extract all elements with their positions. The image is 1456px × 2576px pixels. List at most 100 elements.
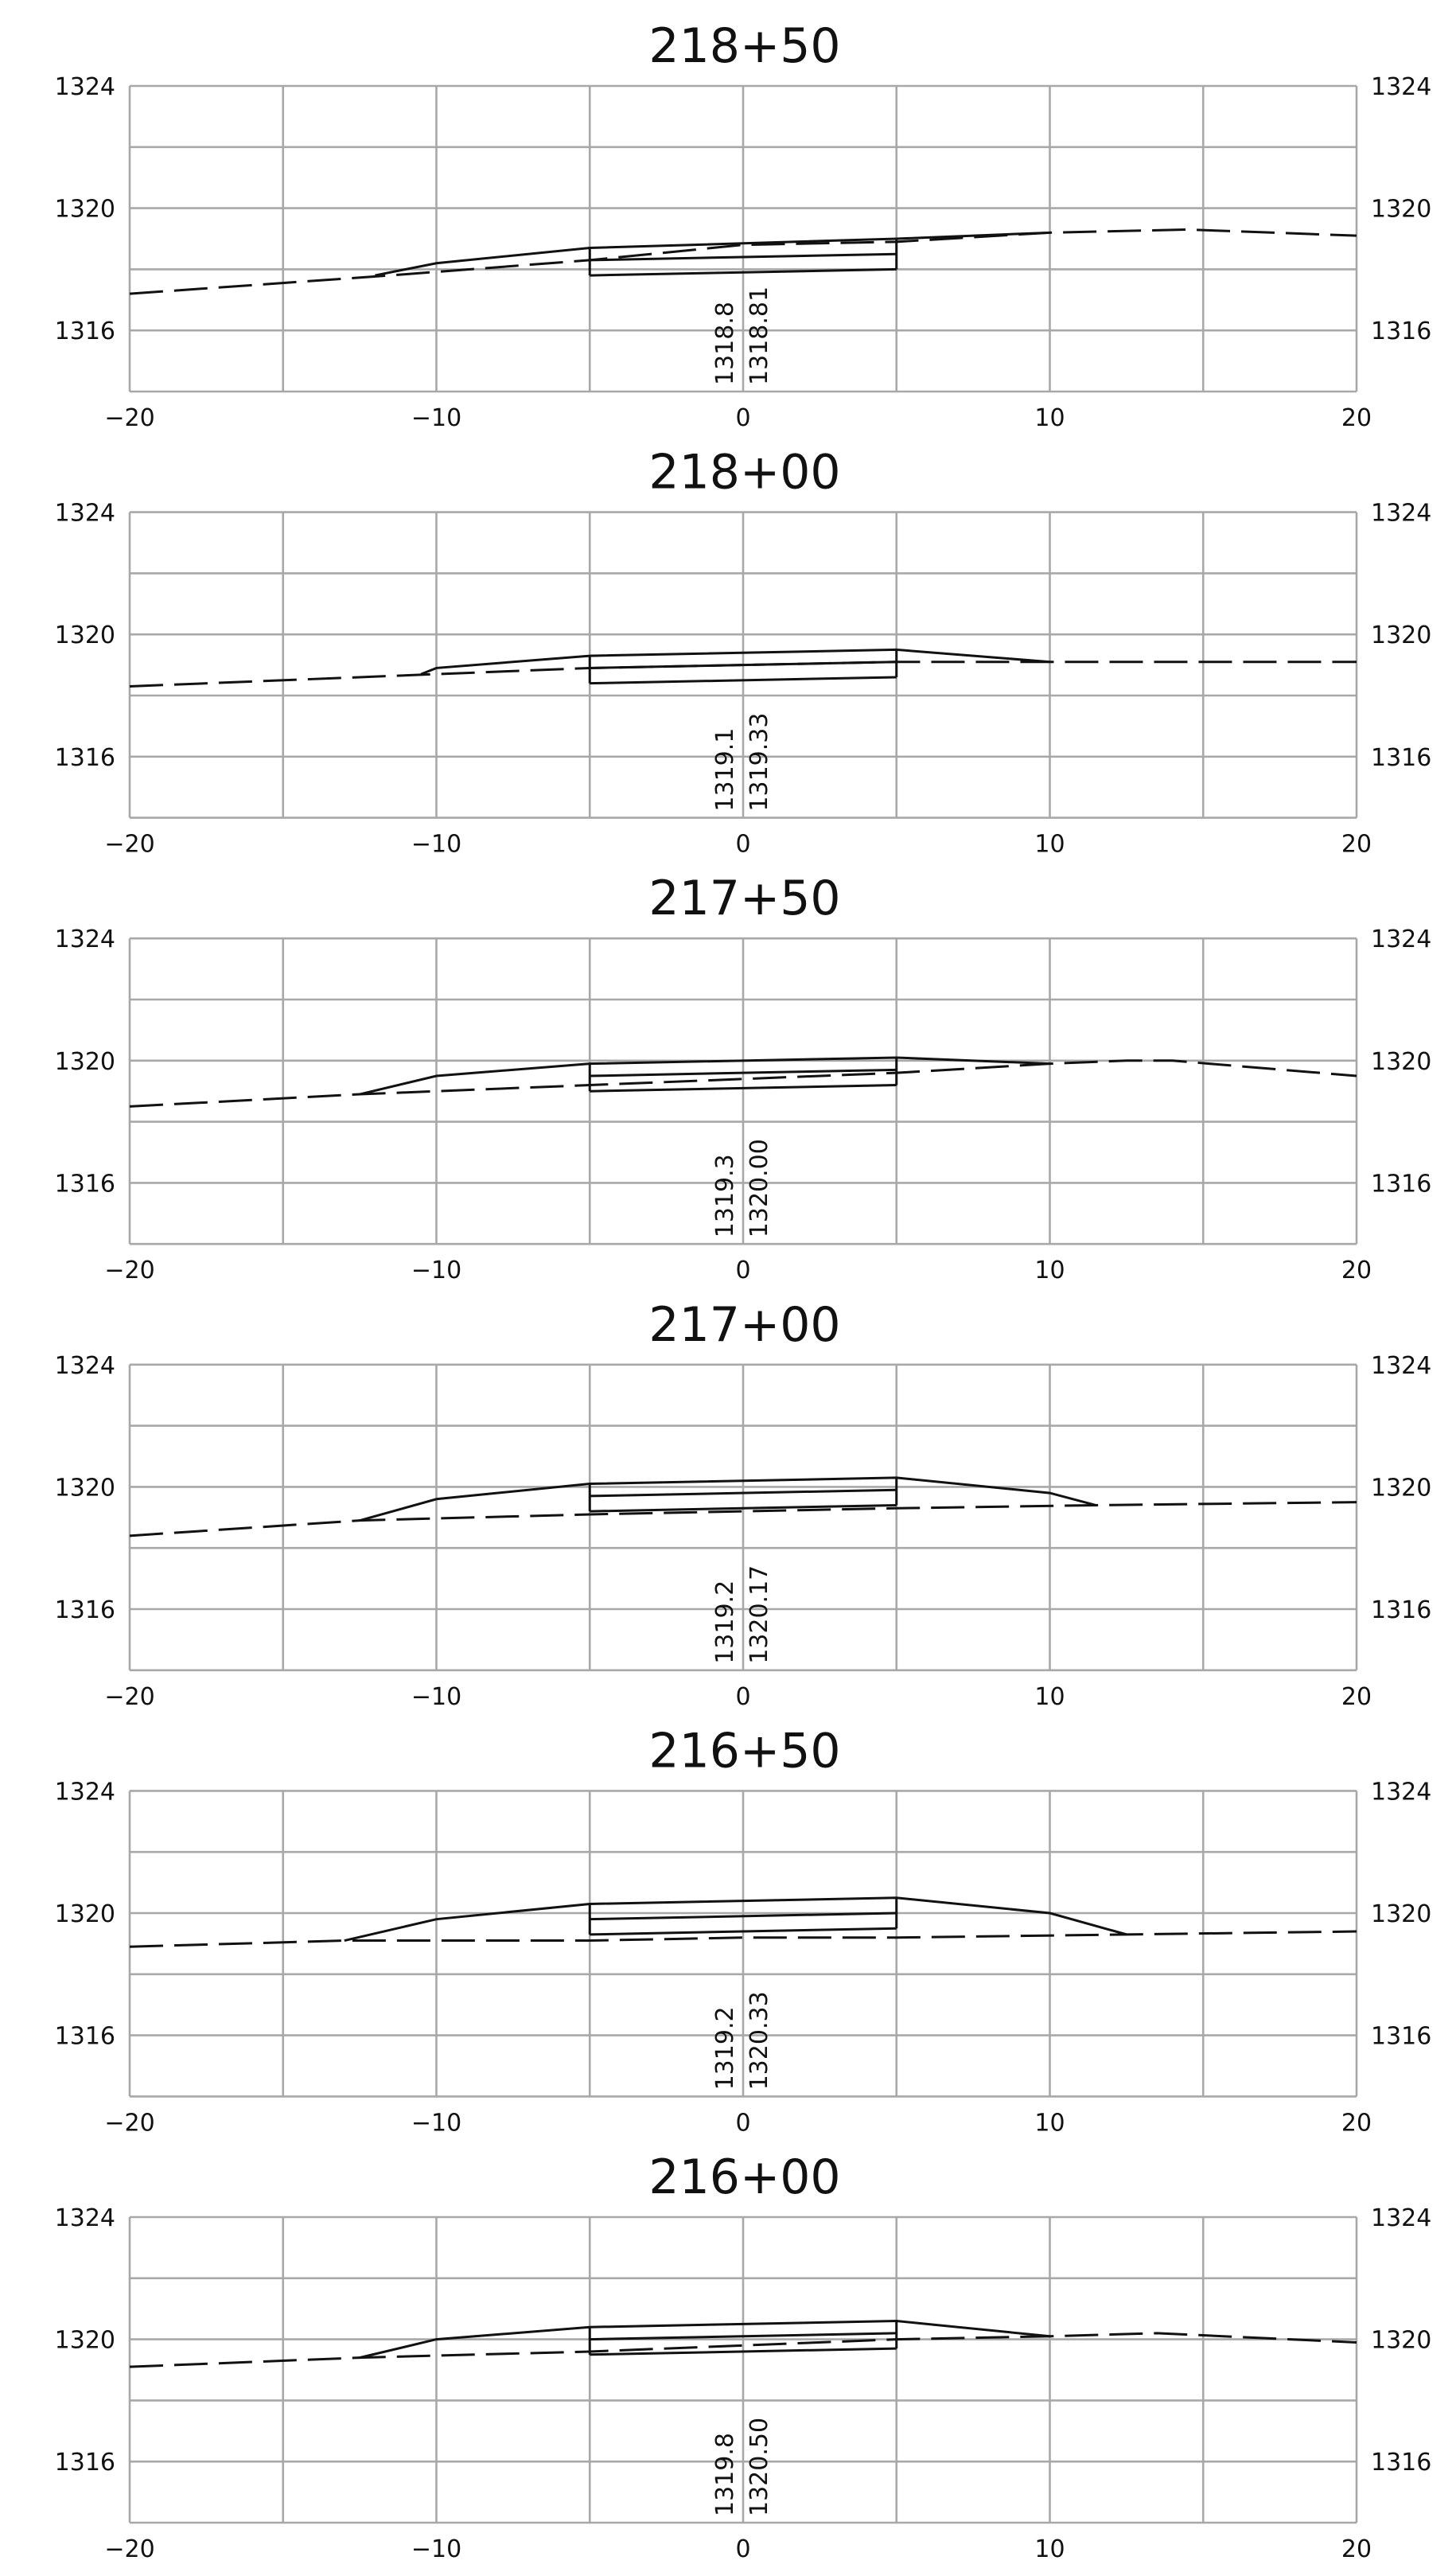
y-tick-label-right: 1324 <box>1371 2204 1431 2232</box>
y-tick-label-left: 1320 <box>55 1474 115 1502</box>
finished-surface-line <box>359 1476 1096 1522</box>
chart-title: 218+50 <box>648 18 840 74</box>
x-tick-label: 20 <box>1341 404 1372 432</box>
finished-surface-line <box>344 1896 1127 1943</box>
x-tick-label: 0 <box>735 404 750 432</box>
y-tick-label-left: 1324 <box>55 1778 115 1806</box>
pavement-layer-line <box>590 1912 897 1921</box>
y-tick-label-right: 1316 <box>1371 2449 1431 2477</box>
y-tick-label-right: 1316 <box>1371 318 1431 345</box>
pavement-layer-line <box>590 676 897 685</box>
y-tick-label-left: 1320 <box>55 1048 115 1076</box>
pavement-layer-line <box>590 661 897 669</box>
y-tick-label-right: 1320 <box>1371 1900 1431 1928</box>
y-tick-label-right: 1324 <box>1371 1352 1431 1380</box>
x-tick-label: −10 <box>411 1257 461 1284</box>
pavement-layer-line <box>590 1927 897 1936</box>
y-tick-label-right: 1316 <box>1371 1170 1431 1198</box>
y-tick-label-left: 1324 <box>55 500 115 528</box>
x-tick-label: 10 <box>1034 2535 1065 2563</box>
x-tick-label: 0 <box>735 2109 750 2137</box>
y-tick-label-left: 1316 <box>55 1170 115 1198</box>
y-tick-label-right: 1320 <box>1371 1474 1431 1502</box>
y-tick-label-right: 1324 <box>1371 73 1431 101</box>
pavement-layer-line <box>590 1503 897 1513</box>
x-tick-label: 0 <box>735 2535 750 2563</box>
x-tick-label: 10 <box>1034 1683 1065 1711</box>
centerline-elevation-label: 1318.8 <box>711 302 739 385</box>
x-tick-label: 10 <box>1034 404 1065 432</box>
existing-ground-line <box>129 228 1357 295</box>
x-tick-label: −20 <box>104 2535 154 2563</box>
x-tick-label: −10 <box>411 404 461 432</box>
centerline-elevation-label: 1319.33 <box>746 713 773 812</box>
pavement-layer-line <box>590 1488 897 1498</box>
centerline-elevation-label: 1319.2 <box>711 2006 739 2090</box>
y-tick-label-left: 1324 <box>55 2204 115 2232</box>
x-tick-label: 10 <box>1034 2109 1065 2137</box>
centerline-elevation-label: 1319.8 <box>711 2433 739 2516</box>
pavement-layer-line <box>590 267 897 277</box>
x-tick-label: −20 <box>104 1257 154 1284</box>
pavement-layer-line <box>590 252 897 262</box>
x-tick-label: 10 <box>1034 831 1065 859</box>
y-tick-label-right: 1316 <box>1371 744 1431 772</box>
x-tick-label: 20 <box>1341 1683 1372 1711</box>
chart-title: 216+50 <box>648 1723 840 1779</box>
x-tick-label: −20 <box>104 1683 154 1711</box>
y-tick-label-left: 1324 <box>55 926 115 953</box>
y-tick-label-right: 1320 <box>1371 1048 1431 1076</box>
y-tick-label-left: 1316 <box>55 2023 115 2051</box>
x-tick-label: −10 <box>411 1683 461 1711</box>
x-tick-label: −20 <box>104 404 154 432</box>
x-tick-label: 20 <box>1341 2535 1372 2563</box>
y-tick-label-left: 1324 <box>55 1352 115 1380</box>
y-tick-label-left: 1316 <box>55 744 115 772</box>
centerline-elevation-label: 1319.2 <box>711 1580 739 1664</box>
cross-section-panel: 218+00 −20 −10 0 10 20 1324 1324 1320 1320 1316 131… <box>55 445 1432 859</box>
x-tick-label: 20 <box>1341 2109 1372 2137</box>
y-tick-label-right: 1316 <box>1371 1596 1431 1624</box>
y-tick-label-left: 1316 <box>55 2449 115 2477</box>
cross-section-panel: 218+50 −20 −10 0 10 20 1324 1324 1320 1320 1316 131… <box>55 18 1432 432</box>
y-tick-label-right: 1324 <box>1371 1778 1431 1806</box>
centerline-elevation-label: 1320.33 <box>746 1991 773 2090</box>
x-tick-label: −20 <box>104 2109 154 2137</box>
x-tick-label: 0 <box>735 1683 750 1711</box>
centerline-elevation-label: 1320.17 <box>746 1565 773 1664</box>
y-tick-label-right: 1320 <box>1371 2327 1431 2355</box>
x-tick-label: 20 <box>1341 1257 1372 1284</box>
chart-title: 218+00 <box>648 445 840 501</box>
centerline-elevation-label: 1319.1 <box>711 728 739 812</box>
x-tick-label: 0 <box>735 831 750 859</box>
y-tick-label-right: 1324 <box>1371 926 1431 953</box>
centerline-elevation-label: 1318.81 <box>746 286 773 385</box>
cross-section-panel: 216+50 −20 −10 0 10 20 1324 1324 1320 1320 1316 131… <box>55 1723 1432 2137</box>
cross-section-panel: 217+50 −20 −10 0 10 20 1324 1324 1320 1320 1316 131… <box>55 871 1432 1284</box>
centerline-elevation-label: 1319.3 <box>711 1154 739 1237</box>
y-tick-label-right: 1320 <box>1371 196 1431 224</box>
x-tick-label: −10 <box>411 2109 461 2137</box>
y-tick-label-left: 1316 <box>55 1596 115 1624</box>
chart-title: 217+00 <box>648 1297 840 1353</box>
y-tick-label-right: 1324 <box>1371 500 1431 528</box>
y-tick-label-left: 1320 <box>55 1900 115 1928</box>
x-tick-label: −10 <box>411 831 461 859</box>
pavement-layer-line <box>590 2347 897 2356</box>
existing-ground-line <box>129 2332 1357 2368</box>
centerline-elevation-label: 1320.50 <box>746 2418 773 2516</box>
cross-section-panel: 216+00 −20 −10 0 10 20 1324 1324 1320 1320 1316 131… <box>55 2149 1432 2563</box>
y-tick-label-left: 1320 <box>55 622 115 649</box>
pavement-layer-line <box>590 2332 897 2341</box>
y-tick-label-left: 1316 <box>55 318 115 345</box>
x-tick-label: −20 <box>104 831 154 859</box>
x-tick-label: 10 <box>1034 1257 1065 1284</box>
y-tick-label-left: 1320 <box>55 196 115 224</box>
chart-title: 216+00 <box>648 2149 840 2205</box>
cross-section-panel: 217+00 −20 −10 0 10 20 1324 1324 1320 1320 1316 131… <box>55 1297 1432 1711</box>
y-tick-label-left: 1320 <box>55 2327 115 2355</box>
y-tick-label-right: 1320 <box>1371 622 1431 649</box>
y-tick-label-right: 1316 <box>1371 2023 1431 2051</box>
